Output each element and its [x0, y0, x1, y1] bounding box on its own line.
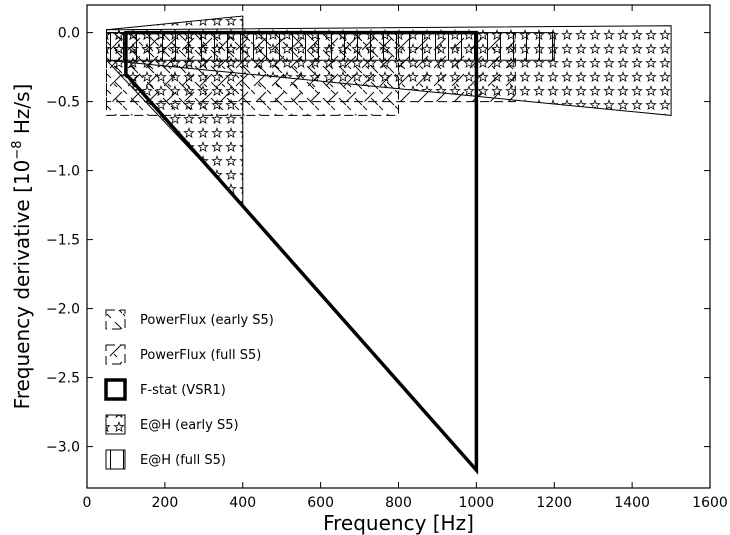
legend-label: E@H (early S5): [140, 418, 239, 433]
axes: 0 200 400 600 800 1000 1200 1400 1600 0.0 −0.5 −1.0…: [46, 4, 728, 511]
legend: PowerFlux (early S5) PowerFlux (full S5) F…: [104, 309, 274, 470]
x-tick-label: 1000: [459, 495, 495, 511]
legend-swatch: [104, 378, 127, 401]
region-f-stat-vsr1: [124, 30, 479, 475]
y-axis-label-exponent: −8: [10, 140, 25, 159]
legend-label: PowerFlux (early S5): [140, 313, 274, 328]
x-tick-label: 1200: [536, 495, 572, 511]
y-tick-label: 0.0: [58, 26, 80, 42]
x-tick-label: 200: [152, 495, 179, 511]
y-axis-label-suffix: Hz/s]: [10, 84, 34, 141]
y-axis-label: Frequency derivative [10−8 Hz/s]: [10, 84, 34, 410]
x-tick-label: 0: [83, 495, 92, 511]
legend-label: PowerFlux (full S5): [140, 348, 261, 363]
y-tick-label: −2.0: [46, 302, 80, 318]
x-tick-label: 600: [307, 495, 334, 511]
plot-area: [106, 15, 672, 475]
legend-swatch: [105, 449, 126, 470]
y-tick-label: −3.0: [46, 440, 80, 456]
legend-swatch: [105, 344, 126, 365]
legend-label: F-stat (VSR1): [140, 383, 226, 398]
y-tick-label: −1.5: [46, 233, 80, 249]
x-axis-label: Frequency [Hz]: [323, 511, 474, 535]
x-tick-label: 1400: [614, 495, 650, 511]
y-tick-label: −0.5: [46, 95, 80, 111]
x-tick-label: 400: [229, 495, 256, 511]
region-e-h-full-s5: [106, 32, 555, 61]
legend-label: E@H (full S5): [140, 453, 226, 468]
y-tick-label: −2.5: [46, 371, 80, 387]
y-tick-label: −1.0: [46, 164, 80, 180]
legend-swatch: [105, 309, 126, 330]
legend-swatch: [105, 414, 126, 435]
x-tick-label: 800: [385, 495, 412, 511]
x-tick-label: 1600: [692, 495, 728, 511]
